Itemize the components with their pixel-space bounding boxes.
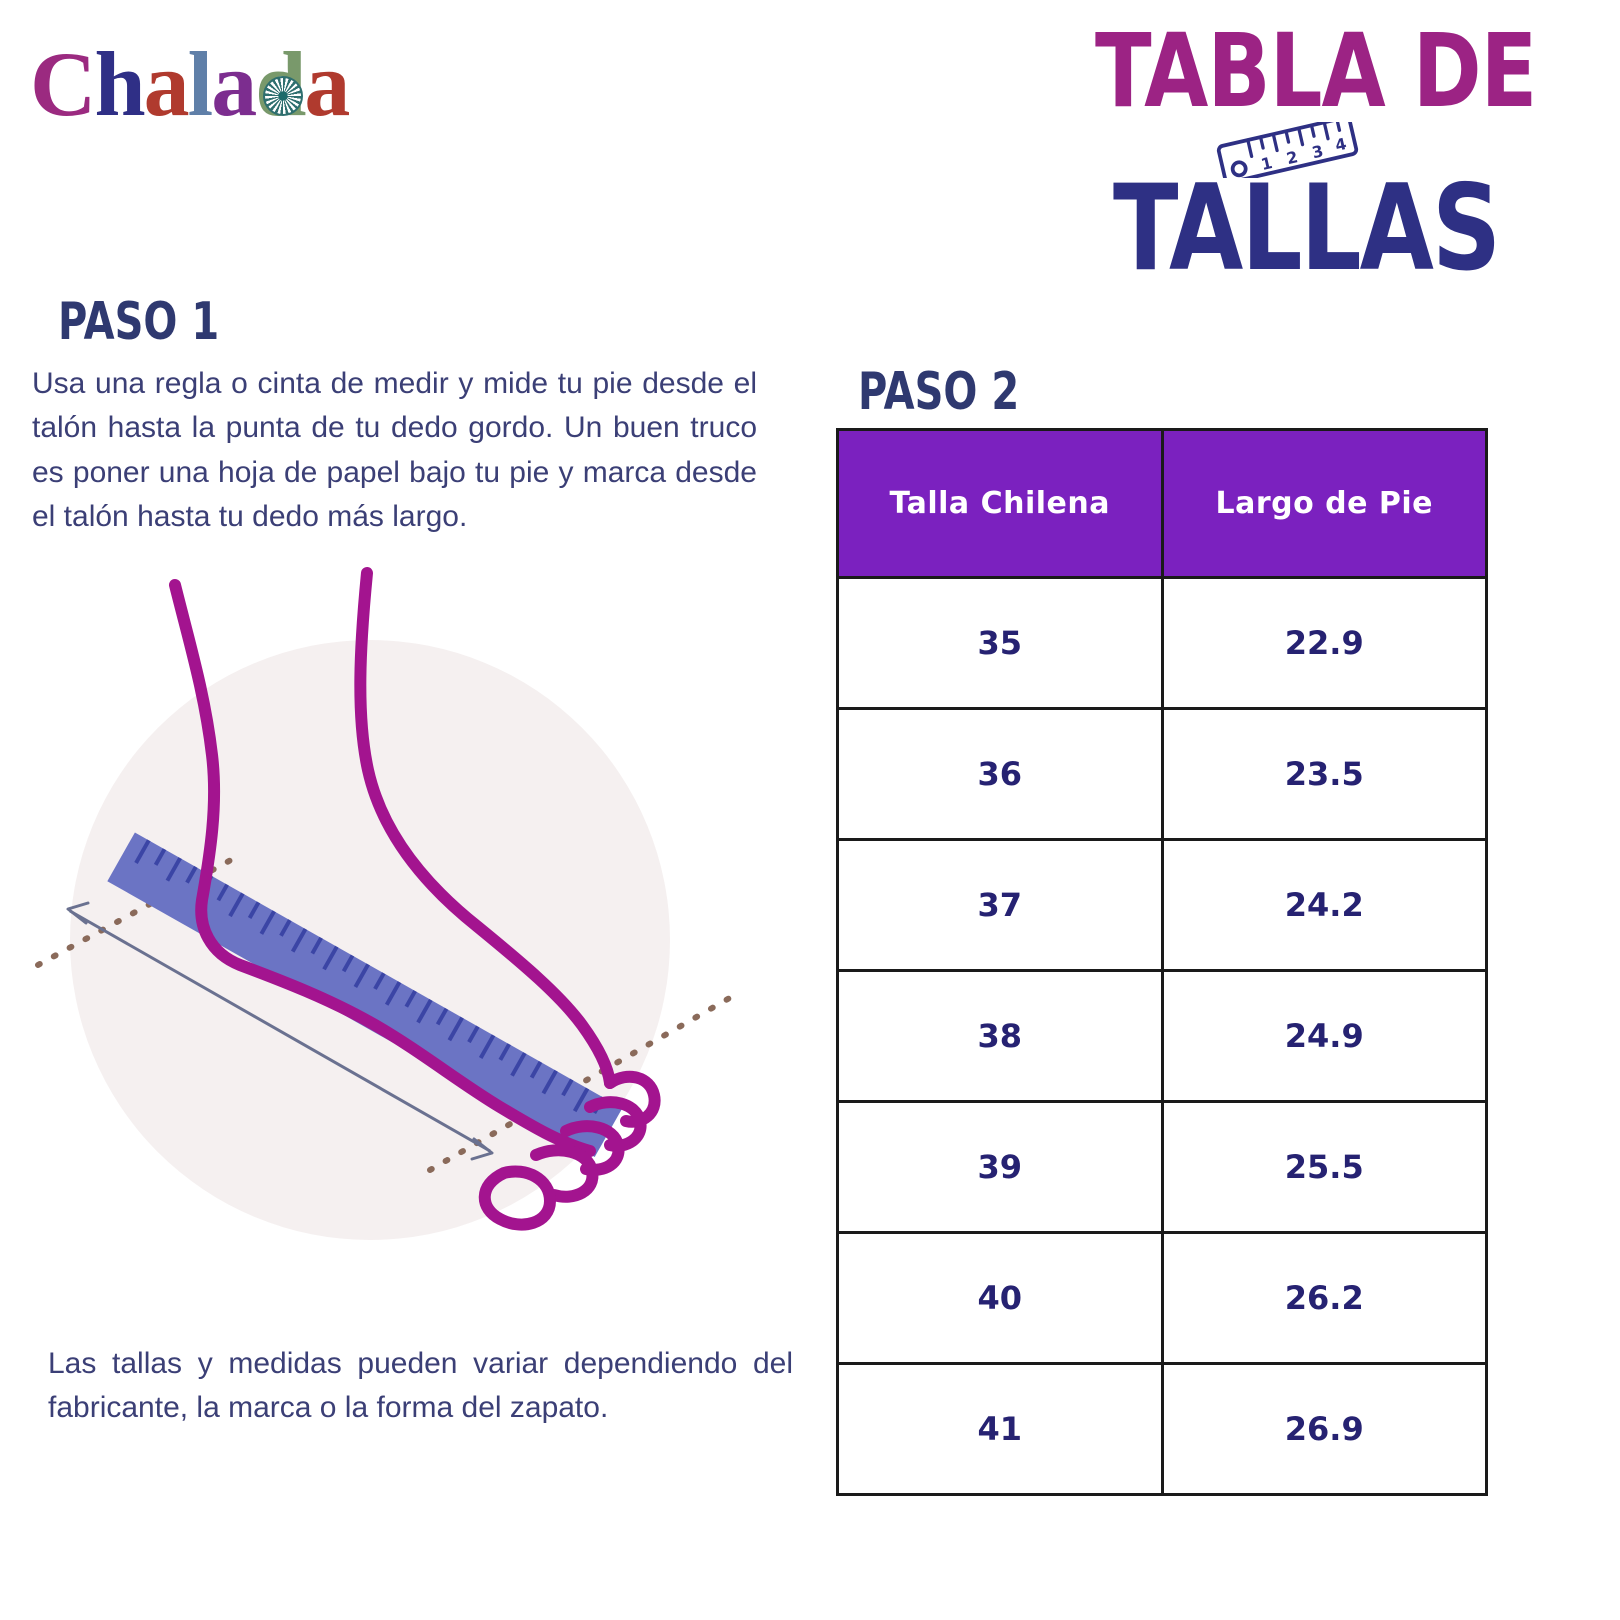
cell-largo: 22.9: [1160, 576, 1488, 710]
toe-2: [584, 1096, 647, 1152]
logo-letter-c: C: [30, 33, 96, 135]
svg-text:3: 3: [1310, 141, 1325, 162]
cell-largo: 26.9: [1160, 1362, 1488, 1496]
logo-letter-a1: a: [143, 33, 190, 135]
cell-talla: 36: [836, 707, 1164, 841]
cell-largo: 24.2: [1160, 838, 1488, 972]
ruler-badge-icon: 1 2 3 4: [1216, 122, 1359, 178]
logo-wheel-icon: [263, 76, 304, 116]
cell-largo: 23.5: [1160, 707, 1488, 841]
toe-4: [530, 1144, 599, 1203]
disclaimer-text: Las tallas y medidas pueden variar depen…: [48, 1347, 793, 1425]
toe-guide-dotted-line: [427, 989, 740, 1173]
svg-text:2: 2: [1285, 147, 1300, 168]
logo-letter-a2: a: [211, 33, 257, 135]
foot-instep-path: [354, 567, 616, 1089]
cell-talla: 41: [836, 1362, 1164, 1496]
title-block: TABLA DE TALLAS 1 2: [1095, 12, 1537, 298]
brand-logo: Chalada: [30, 33, 350, 135]
table-row: 37 24.2: [836, 838, 1488, 972]
heel-guide-dotted-line: [35, 852, 243, 968]
size-table: Talla Chilena Largo de Pie 35 22.9 36 23…: [836, 428, 1488, 1496]
size-table-head: Talla Chilena Largo de Pie: [836, 428, 1488, 579]
toe-3: [560, 1120, 625, 1176]
size-table-body: 35 22.9 36 23.5 37 24.2 38 24.9 39 25.: [836, 576, 1488, 1496]
cell-talla: 39: [836, 1100, 1164, 1234]
toe-5-little: [478, 1165, 557, 1231]
cell-largo: 25.5: [1160, 1100, 1488, 1234]
step-2-label: PASO 2: [858, 362, 1020, 422]
cell-talla: 37: [836, 838, 1164, 972]
cell-largo: 24.9: [1160, 969, 1488, 1103]
svg-text:1: 1: [1259, 153, 1274, 174]
foot-outline-path: [169, 579, 596, 1157]
cell-talla: 38: [836, 969, 1164, 1103]
cell-talla: 35: [836, 576, 1164, 710]
cell-talla: 40: [836, 1231, 1164, 1365]
logo-letter-d-group: d: [255, 38, 306, 130]
size-table-container: Talla Chilena Largo de Pie 35 22.9 36 23…: [836, 428, 1488, 1496]
column-header-largo-de-pie: Largo de Pie: [1160, 428, 1488, 579]
table-row: 36 23.5: [836, 707, 1488, 841]
ruler-body: [107, 832, 623, 1157]
table-header-row: Talla Chilena Largo de Pie: [836, 428, 1488, 579]
step-1-body-text: Usa una regla o cinta de medir y mide tu…: [32, 367, 757, 534]
column-header-talla-chilena: Talla Chilena: [836, 428, 1164, 579]
table-row: 35 22.9: [836, 576, 1488, 710]
table-row: 39 25.5: [836, 1100, 1488, 1234]
cell-largo: 26.2: [1160, 1231, 1488, 1365]
title-line-tallas: TALLAS: [1113, 158, 1501, 298]
foot-measurement-illustration: [35, 567, 740, 1240]
ruler-graphic: [107, 832, 623, 1157]
title-line-tabla-de: TABLA DE: [1095, 12, 1537, 131]
logo-letter-h: h: [94, 33, 145, 135]
table-row: 41 26.9: [836, 1362, 1488, 1496]
svg-text:4: 4: [1333, 134, 1348, 155]
measurement-arrow: [66, 901, 494, 1161]
table-row: 40 26.2: [836, 1231, 1488, 1365]
table-row: 38 24.9: [836, 969, 1488, 1103]
logo-letter-a3: a: [304, 33, 350, 135]
step-1-label: PASO 1: [58, 292, 220, 352]
logo-letter-l: l: [187, 33, 214, 135]
